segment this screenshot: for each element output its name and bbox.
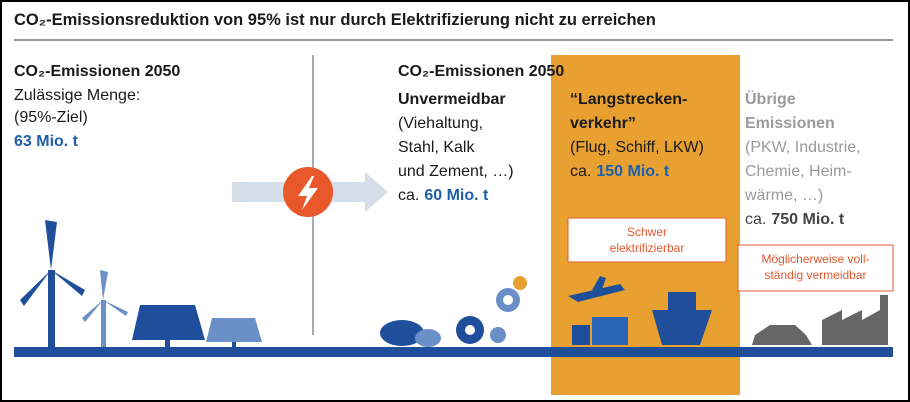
- amount-prefix: ca.: [570, 163, 591, 180]
- column-line: (Flug, Schiff, LKW): [570, 139, 704, 156]
- right-heading: CO₂-Emissionen 2050: [398, 63, 564, 80]
- column-line: Chemie, Heim-: [745, 163, 852, 180]
- column-line: Stahl, Kalk: [398, 139, 475, 156]
- amount-prefix: ca.: [398, 187, 419, 204]
- column-amount: ca. 60 Mio. t: [398, 187, 489, 204]
- note-box: [567, 217, 727, 263]
- column-title: verkehr”: [570, 115, 636, 132]
- note-text: Möglicherweise voll-: [761, 252, 869, 266]
- amount-value: 60 Mio. t: [424, 187, 489, 204]
- left-line: (95%-Ziel): [14, 109, 88, 126]
- title: CO₂-Emissionsreduktion von 95% ist nur d…: [14, 11, 656, 29]
- column-amount: ca. 150 Mio. t: [570, 163, 670, 180]
- column-title: Übrige: [745, 89, 796, 108]
- note-text: elektrifizierbar: [610, 241, 685, 255]
- other-icons: [752, 295, 888, 345]
- industry-icons: [380, 276, 527, 347]
- note-box: [737, 244, 894, 292]
- transition-arrow: [232, 167, 388, 217]
- column-line: (PKW, Industrie,: [745, 139, 861, 156]
- transport-icons: [568, 276, 712, 345]
- renewables-icons: [20, 220, 262, 348]
- left-line: Zulässige Menge:: [14, 87, 140, 104]
- column-title: Unvermeidbar: [398, 91, 506, 108]
- column-line: und Zement, …): [398, 163, 514, 180]
- left-amount: 63 Mio. t: [14, 133, 79, 150]
- note-text: ständig vermeidbar: [764, 268, 866, 282]
- column-line: (Viehaltung,: [398, 115, 483, 132]
- note-text: Schwer: [627, 225, 667, 239]
- amount-value: 150 Mio. t: [596, 163, 670, 180]
- column-title: “Langstrecken-: [570, 91, 687, 108]
- amount-value: 750 Mio. t: [771, 211, 845, 228]
- amount-prefix: ca.: [745, 211, 766, 228]
- column-line: wärme, …): [744, 187, 823, 204]
- column-amount: ca. 750 Mio. t: [745, 211, 845, 228]
- column-title: Emissionen: [745, 115, 835, 132]
- ground-bar: [14, 347, 893, 357]
- left-heading: CO₂-Emissionen 2050: [14, 63, 180, 80]
